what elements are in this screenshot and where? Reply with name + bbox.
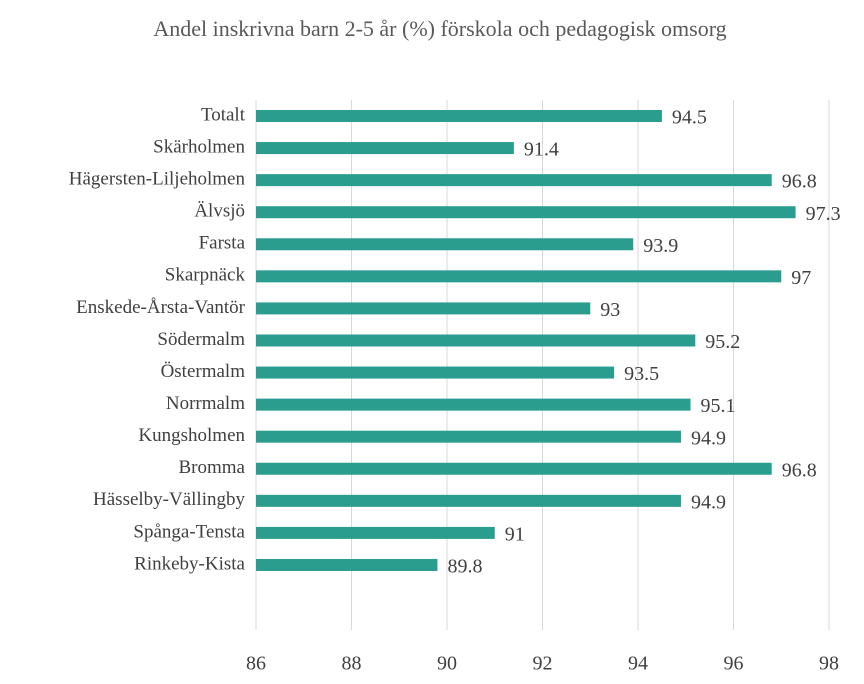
bar — [256, 174, 772, 187]
data-label: 93.5 — [624, 363, 659, 385]
y-tick-label: Farsta — [199, 233, 246, 254]
y-tick-label: Hässelby-Vällingby — [93, 489, 245, 510]
data-label: 89.8 — [447, 556, 482, 578]
y-tick-label: Bromma — [179, 457, 246, 478]
y-tick-label: Skarpnäck — [165, 265, 246, 286]
x-tick-label: 90 — [437, 653, 457, 675]
data-label: 91.4 — [524, 139, 559, 161]
bar — [256, 430, 681, 443]
x-tick-label: 98 — [819, 653, 839, 675]
y-tick-label: Hägersten-Liljeholmen — [69, 168, 246, 189]
bar — [256, 206, 796, 219]
x-tick-label: 92 — [533, 653, 553, 675]
bar — [256, 270, 782, 283]
data-label: 96.8 — [782, 459, 817, 481]
x-tick-label: 94 — [628, 653, 648, 675]
y-tick-label: Östermalm — [161, 361, 246, 382]
data-label: 94.5 — [672, 107, 707, 129]
data-label: 94.9 — [691, 427, 726, 449]
bar — [256, 398, 691, 411]
bar — [256, 462, 772, 475]
x-tick-label: 88 — [342, 653, 362, 675]
x-tick-label: 96 — [724, 653, 744, 675]
bar — [256, 142, 514, 155]
y-tick-label: Spånga-Tensta — [133, 521, 245, 542]
bar — [256, 110, 662, 122]
y-tick-label: Norrmalm — [166, 393, 245, 414]
y-tick-label: Skärholmen — [153, 136, 245, 157]
bar — [256, 334, 696, 347]
chart-title: Andel inskrivna barn 2-5 år (%) förskola… — [153, 16, 727, 41]
y-tick-label: Kungsholmen — [138, 425, 245, 446]
y-tick-label: Södermalm — [157, 329, 245, 350]
y-tick-label: Enskede-Årsta-Vantör — [76, 297, 246, 318]
y-tick-label: Rinkeby-Kista — [134, 553, 245, 574]
data-label: 97.3 — [806, 203, 841, 225]
data-label: 94.9 — [691, 491, 726, 513]
bar — [256, 494, 681, 507]
y-tick-label: Älvsjö — [194, 201, 245, 222]
bar — [256, 302, 591, 315]
data-label: 93.9 — [643, 235, 678, 257]
data-label: 96.8 — [782, 171, 817, 193]
bar — [256, 526, 495, 539]
data-label: 91 — [505, 524, 525, 546]
x-tick-label: 86 — [246, 653, 266, 675]
data-label: 93 — [600, 299, 620, 321]
bar — [256, 366, 615, 379]
data-label: 95.1 — [701, 395, 736, 417]
bar — [256, 238, 634, 251]
data-label: 97 — [791, 267, 811, 289]
data-label: 95.2 — [705, 331, 740, 353]
bar — [256, 558, 438, 571]
y-tick-label: Totalt — [201, 104, 246, 125]
